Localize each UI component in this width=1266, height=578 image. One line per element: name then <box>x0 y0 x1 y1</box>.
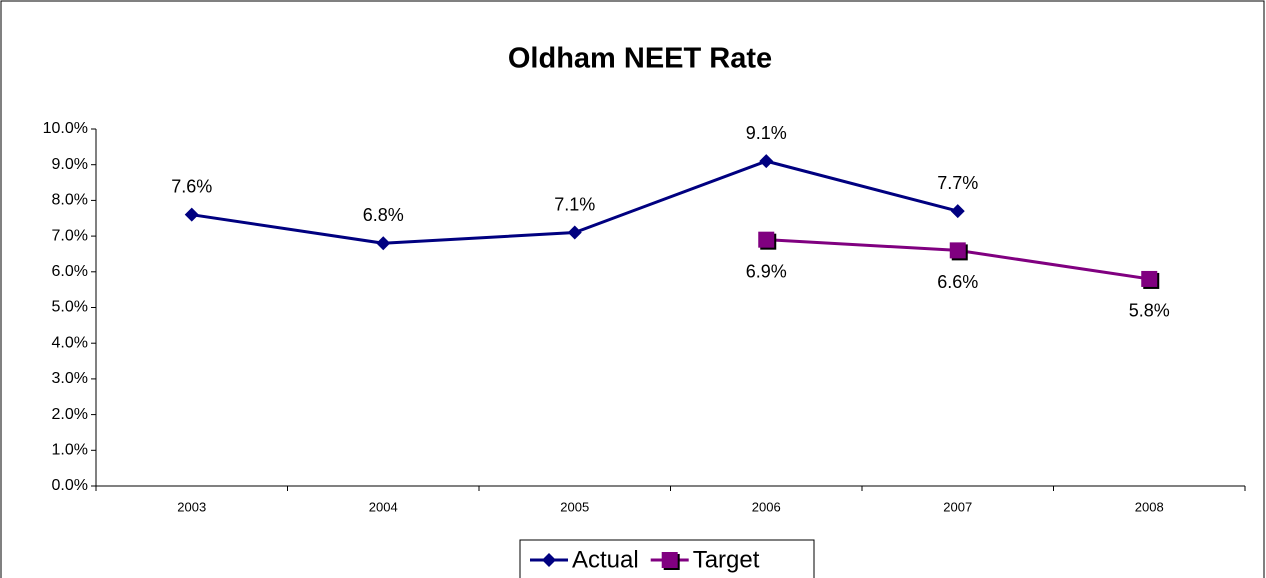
x-tick-label: 2007 <box>943 499 972 514</box>
y-tick-label: 7.0% <box>52 227 88 244</box>
data-point <box>758 231 777 250</box>
y-tick-label: 4.0% <box>52 334 88 351</box>
data-point <box>949 242 968 261</box>
x-tick-label: 2008 <box>1135 499 1164 514</box>
marker-face <box>758 231 775 248</box>
data-point <box>184 207 199 222</box>
data-point <box>1141 270 1160 289</box>
data-label: 6.9% <box>746 261 787 281</box>
y-tick-label: 6.0% <box>52 263 88 280</box>
data-point <box>950 204 965 219</box>
marker-face <box>661 552 678 568</box>
data-point <box>376 236 391 251</box>
y-tick-label: 10.0% <box>43 120 88 137</box>
data-label: 5.8% <box>1129 301 1170 321</box>
y-tick-label: 8.0% <box>52 192 88 209</box>
y-tick-label: 9.0% <box>52 156 88 173</box>
legend-label: Actual <box>572 546 639 573</box>
data-label: 9.1% <box>746 123 787 143</box>
y-tick-label: 0.0% <box>52 477 88 494</box>
x-tick-label: 2006 <box>752 499 781 514</box>
data-label: 6.8% <box>363 205 404 225</box>
x-tick-label: 2005 <box>560 499 589 514</box>
chart-title: Oldham NEET Rate <box>508 43 772 75</box>
x-tick-label: 2004 <box>369 499 398 514</box>
data-label: 7.7% <box>937 173 978 193</box>
legend-marker <box>542 553 556 567</box>
y-tick-label: 3.0% <box>52 370 88 387</box>
y-tick-label: 5.0% <box>52 299 88 316</box>
data-point <box>567 225 582 240</box>
data-point <box>759 154 774 169</box>
legend: Actual Target <box>519 539 815 578</box>
legend-label: Target <box>693 546 760 573</box>
data-label: 6.6% <box>937 272 978 292</box>
y-tick-label: 1.0% <box>52 442 88 459</box>
data-label: 7.1% <box>554 194 595 214</box>
x-tick-label: 2003 <box>177 499 206 514</box>
marker-face <box>1141 270 1158 287</box>
legend-marker <box>661 552 680 570</box>
marker-face <box>949 242 966 259</box>
y-tick-label: 2.0% <box>52 406 88 423</box>
data-label: 7.6% <box>171 176 212 196</box>
